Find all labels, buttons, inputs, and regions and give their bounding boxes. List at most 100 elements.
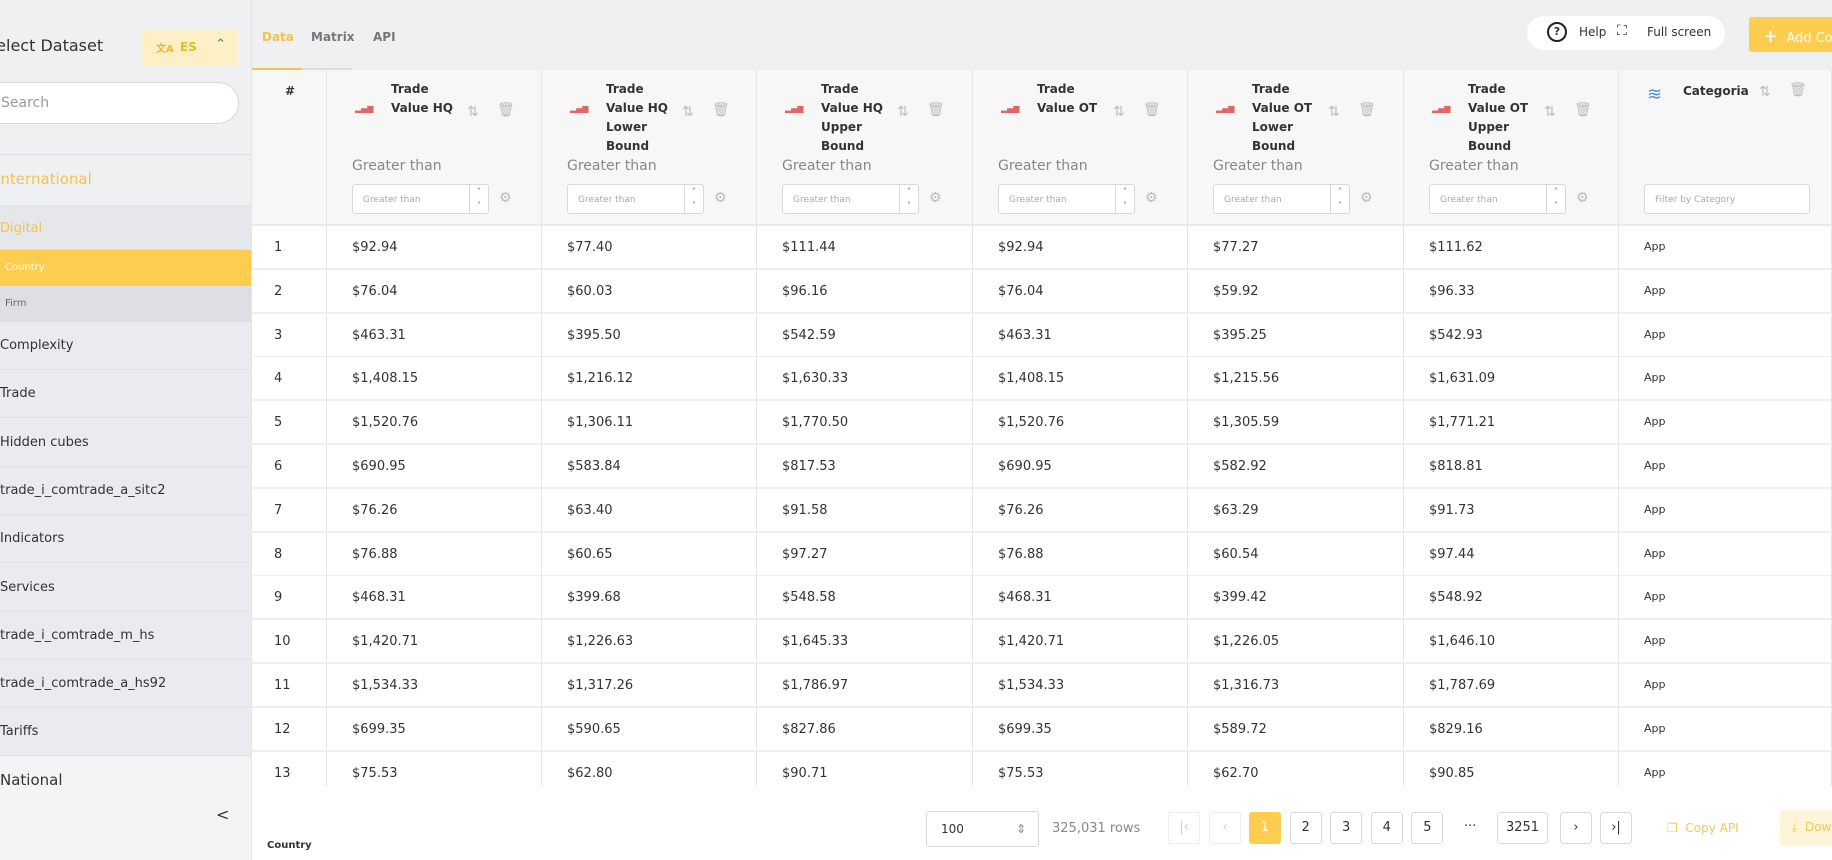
chevron-updown-icon: ⌃ — [215, 37, 226, 52]
trash-icon[interactable]: 🗑 — [497, 102, 515, 118]
table-cell: $468.31 — [973, 576, 1188, 621]
trash-icon[interactable]: 🗑 — [712, 102, 730, 118]
sidebar-item-country[interactable]: Country — [0, 250, 251, 287]
page-button[interactable]: 4 — [1370, 812, 1403, 844]
sort-icon[interactable]: ⇅ — [1759, 84, 1771, 100]
sort-icon[interactable]: ⇅ — [897, 104, 909, 120]
table-cell: $1,306.11 — [542, 401, 757, 446]
category-filter-select[interactable]: Filter by Category — [1644, 184, 1810, 214]
row-index: 9 — [252, 576, 327, 621]
table-cell: $96.33 — [1404, 269, 1619, 314]
table-cell: $817.53 — [757, 445, 973, 489]
group-international[interactable]: International — [0, 170, 92, 188]
table-cell: $77.27 — [1188, 226, 1404, 270]
first-page-button[interactable]: |‹ — [1168, 812, 1200, 844]
trash-icon[interactable]: 🗑 — [1789, 82, 1807, 98]
filter-input[interactable]: Greater than — [352, 184, 489, 214]
settings-icon[interactable]: ⚙ — [1576, 190, 1589, 206]
table-cell: $59.92 — [1188, 269, 1404, 314]
table-cell: $96.16 — [757, 269, 973, 314]
sidebar-item[interactable]: Services — [0, 563, 251, 612]
sort-icon[interactable]: ⇅ — [1544, 104, 1556, 120]
number-stepper[interactable]: ˄ ˅ — [1546, 184, 1566, 214]
download-button[interactable]: ⤓ Download — [1780, 810, 1832, 846]
page-size-select[interactable]: 100 ⇕ — [926, 811, 1039, 847]
sidebar-item[interactable]: trade_i_comtrade_a_sitc2 — [0, 466, 251, 515]
column-header: ▂▄▆ Trade Value OT Lower Bound ⇅ 🗑 Greater t… — [1188, 70, 1404, 226]
filter-input[interactable]: Greater than — [1429, 184, 1566, 214]
filter-input[interactable]: Greater than — [782, 184, 919, 214]
page-size-value: 100 — [941, 822, 964, 836]
copy-api-button[interactable]: ❐ Copy API — [1667, 821, 1739, 835]
sidebar-item-digital[interactable]: Digital — [0, 205, 251, 250]
page-button[interactable]: 5 — [1411, 812, 1444, 844]
number-stepper[interactable]: ˄ ˅ — [1330, 184, 1350, 214]
number-stepper[interactable]: ˄ ˅ — [899, 184, 919, 214]
page-button[interactable]: 2 — [1289, 812, 1322, 844]
sort-icon[interactable]: ⇅ — [467, 104, 479, 120]
table-cell: $542.93 — [1404, 313, 1619, 358]
group-national[interactable]: National — [0, 757, 251, 860]
prev-page-button[interactable]: ‹ — [1209, 812, 1241, 844]
tab-matrix[interactable]: Matrix — [311, 30, 355, 44]
sort-icon[interactable]: ⇅ — [1328, 104, 1340, 120]
collapse-sidebar-icon[interactable]: < — [216, 805, 230, 824]
sidebar: Select Dataset 文A ES ⌃ Search Internatio… — [0, 0, 252, 860]
table-cell: $63.40 — [542, 488, 757, 533]
settings-icon[interactable]: ⚙ — [499, 190, 512, 206]
table-cell: $1,520.76 — [973, 401, 1188, 446]
language-select[interactable]: 文A ES ⌃ — [142, 30, 238, 65]
table-cell: App — [1619, 269, 1832, 314]
fullscreen-button[interactable]: Full screen — [1647, 25, 1712, 39]
help-button[interactable]: Help — [1579, 25, 1607, 39]
filter-input[interactable]: Greater than — [1213, 184, 1350, 214]
table-cell: $60.65 — [542, 532, 757, 577]
trash-icon[interactable]: 🗑 — [1358, 102, 1376, 118]
search-input[interactable]: Search — [0, 82, 239, 124]
top-bar: Data Matrix API ? Help ⛶ Full screen + A… — [252, 0, 1832, 70]
page-button[interactable]: 3 — [1330, 812, 1363, 844]
table-cell: $589.72 — [1188, 707, 1404, 752]
table-cell: $1,215.56 — [1188, 357, 1404, 402]
sidebar-item-firm[interactable]: Firm — [0, 287, 251, 322]
settings-icon[interactable]: ⚙ — [1145, 190, 1158, 206]
trash-icon[interactable]: 🗑 — [1574, 102, 1592, 118]
sort-icon[interactable]: ⇅ — [1113, 104, 1125, 120]
table-cell: $818.81 — [1404, 445, 1619, 489]
sort-icon[interactable]: ⇅ — [682, 104, 694, 120]
fullscreen-icon[interactable]: ⛶ — [1617, 23, 1627, 39]
table-cell: $395.25 — [1188, 313, 1404, 358]
pagination-ellipsis: ··· — [1464, 819, 1477, 834]
bar-chart-icon: ▂▄▆ — [1432, 104, 1451, 113]
bar-chart-icon: ▂▄▆ — [1216, 104, 1235, 113]
table-cell: App — [1619, 488, 1832, 533]
sidebar-item[interactable]: Trade — [0, 370, 251, 419]
trash-icon[interactable]: 🗑 — [1143, 102, 1161, 118]
settings-icon[interactable]: ⚙ — [929, 190, 942, 206]
number-stepper[interactable]: ˄ ˅ — [469, 184, 489, 214]
sidebar-item[interactable]: Complexity — [0, 322, 251, 370]
tab-api[interactable]: API — [373, 30, 396, 44]
table-cell: App — [1619, 576, 1832, 621]
settings-icon[interactable]: ⚙ — [714, 190, 727, 206]
sidebar-item[interactable]: Hidden cubes — [0, 418, 251, 467]
sidebar-item[interactable]: trade_i_comtrade_a_hs92 — [0, 660, 251, 709]
translate-icon: 文A — [156, 44, 174, 55]
settings-icon[interactable]: ⚙ — [1360, 190, 1373, 206]
sidebar-item[interactable]: Tariffs — [0, 708, 251, 757]
number-stepper[interactable]: ˄ ˅ — [684, 184, 704, 214]
add-column-button[interactable]: + Add Column — [1749, 17, 1832, 52]
last-page-button[interactable]: ›| — [1600, 812, 1632, 844]
next-page-button[interactable]: › — [1560, 812, 1592, 844]
row-index: 11 — [252, 664, 327, 708]
help-icon[interactable]: ? — [1547, 22, 1567, 42]
sidebar-item[interactable]: Indicators — [0, 515, 251, 564]
tab-data[interactable]: Data — [262, 30, 294, 44]
page-button-current[interactable]: 1 — [1249, 812, 1281, 844]
sidebar-item[interactable]: trade_i_comtrade_m_hs — [0, 611, 251, 660]
table-cell: $75.53 — [327, 751, 542, 786]
last-page-number[interactable]: 3251 — [1497, 812, 1548, 844]
trash-icon[interactable]: 🗑 — [927, 102, 945, 118]
number-stepper[interactable]: ˄ ˅ — [1115, 184, 1135, 214]
sidebar-title: Select Dataset — [0, 36, 104, 55]
